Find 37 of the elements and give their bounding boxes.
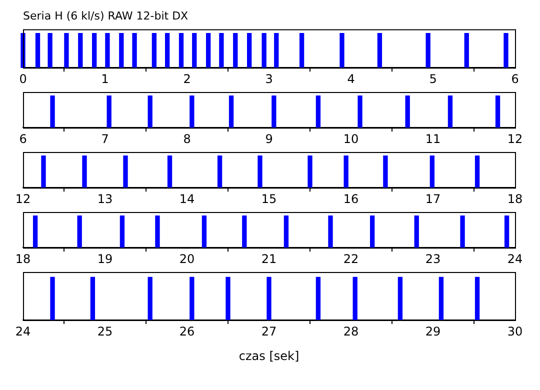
x-tick-label: 12 xyxy=(15,192,31,206)
chart-title: Seria H (6 kl/s) RAW 12-bit DX xyxy=(23,9,189,22)
x-tick-label: 13 xyxy=(97,192,113,206)
x-tick-label: 23 xyxy=(425,252,441,266)
x-tick-label: 18 xyxy=(507,192,523,206)
x-tick-label: 5 xyxy=(429,72,437,86)
x-axis-title: czas [sek] xyxy=(238,348,300,363)
x-tick-label: 6 xyxy=(19,132,27,146)
x-tick-label: 21 xyxy=(261,252,277,266)
x-tick-label: 2 xyxy=(183,72,191,86)
x-tick-label: 27 xyxy=(261,324,277,338)
x-tick-label: 11 xyxy=(425,132,441,146)
x-tick-label: 18 xyxy=(15,252,31,266)
x-tick-label: 15 xyxy=(261,192,277,206)
x-tick-label: 3 xyxy=(265,72,273,86)
x-tick-label: 28 xyxy=(343,324,359,338)
x-tick-label: 14 xyxy=(179,192,195,206)
x-tick-label: 24 xyxy=(507,252,523,266)
x-tick-label: 20 xyxy=(179,252,195,266)
x-tick-label: 16 xyxy=(343,192,359,206)
x-tick-label: 29 xyxy=(425,324,441,338)
x-tick-label: 19 xyxy=(97,252,113,266)
x-tick-label: 22 xyxy=(343,252,359,266)
x-tick-label: 26 xyxy=(179,324,195,338)
x-tick-label: 7 xyxy=(101,132,109,146)
x-tick-label: 9 xyxy=(265,132,273,146)
x-tick-label: 10 xyxy=(343,132,359,146)
x-tick-label: 30 xyxy=(507,324,523,338)
x-tick-label: 25 xyxy=(97,324,113,338)
x-tick-label: 8 xyxy=(183,132,191,146)
x-tick-label: 12 xyxy=(507,132,523,146)
x-tick-label: 6 xyxy=(511,72,519,86)
x-tick-label: 0 xyxy=(19,72,27,86)
x-tick-label: 4 xyxy=(347,72,355,86)
x-tick-label: 24 xyxy=(15,324,31,338)
x-tick-label: 17 xyxy=(425,192,441,206)
x-tick-label: 1 xyxy=(101,72,109,86)
